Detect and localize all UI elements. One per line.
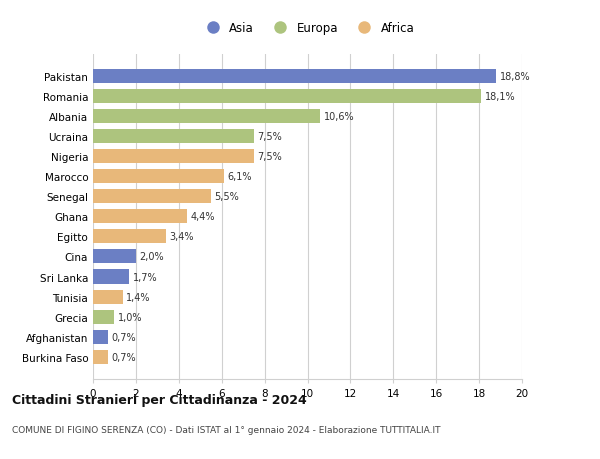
Text: 3,4%: 3,4%	[169, 232, 194, 242]
Bar	[93, 250, 136, 264]
Text: 7,5%: 7,5%	[257, 132, 282, 142]
Bar	[93, 230, 166, 244]
Bar	[93, 110, 320, 124]
Text: 0,7%: 0,7%	[111, 352, 136, 362]
Text: COMUNE DI FIGINO SERENZA (CO) - Dati ISTAT al 1° gennaio 2024 - Elaborazione TUT: COMUNE DI FIGINO SERENZA (CO) - Dati IST…	[12, 425, 440, 434]
Bar	[93, 330, 108, 344]
Text: 4,4%: 4,4%	[191, 212, 215, 222]
Legend: Asia, Europa, Africa: Asia, Europa, Africa	[197, 19, 418, 39]
Bar	[93, 210, 187, 224]
Bar	[93, 70, 496, 84]
Text: 18,8%: 18,8%	[499, 72, 530, 82]
Text: Cittadini Stranieri per Cittadinanza - 2024: Cittadini Stranieri per Cittadinanza - 2…	[12, 393, 307, 406]
Text: 18,1%: 18,1%	[484, 92, 515, 102]
Text: 7,5%: 7,5%	[257, 152, 282, 162]
Text: 2,0%: 2,0%	[139, 252, 164, 262]
Text: 1,0%: 1,0%	[118, 312, 142, 322]
Bar	[93, 130, 254, 144]
Bar	[93, 190, 211, 204]
Bar	[93, 150, 254, 164]
Text: 1,7%: 1,7%	[133, 272, 157, 282]
Text: 5,5%: 5,5%	[214, 192, 239, 202]
Text: 0,7%: 0,7%	[111, 332, 136, 342]
Text: 6,1%: 6,1%	[227, 172, 251, 182]
Bar	[93, 90, 481, 104]
Bar	[93, 270, 130, 284]
Bar	[93, 170, 224, 184]
Bar	[93, 350, 108, 364]
Text: 10,6%: 10,6%	[323, 112, 354, 122]
Bar	[93, 310, 115, 324]
Bar	[93, 290, 123, 304]
Text: 1,4%: 1,4%	[126, 292, 151, 302]
